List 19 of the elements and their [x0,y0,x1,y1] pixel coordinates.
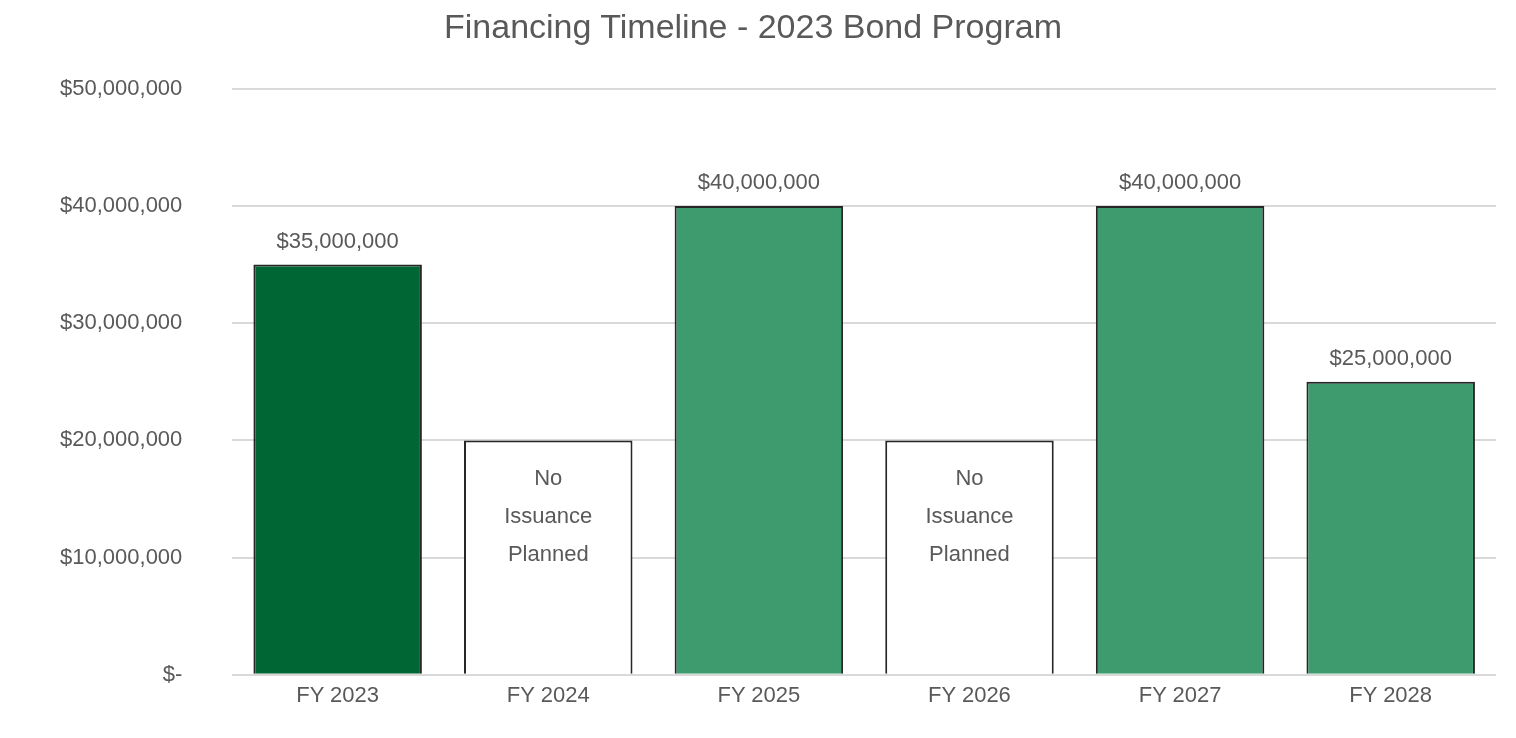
data-label: No Issuance Planned [925,465,1014,567]
x-tick-label: FY 2028 [1349,682,1433,708]
x-tick-label: FY 2024 [506,682,590,708]
y-tick-label: $50,000,000 [60,74,183,100]
data-label: $40,000,000 [1118,169,1242,195]
y-tick-label: $40,000,000 [60,192,183,218]
chart-title: Financing Timeline - 2023 Bond Program [444,6,1062,45]
x-tick-label: FY 2025 [717,682,801,708]
y-tick-label: $30,000,000 [60,309,183,335]
x-tick-label: FY 2027 [1138,682,1222,708]
y-tick-label: $20,000,000 [60,426,183,452]
y-tick-label: $10,000,000 [60,543,183,569]
data-label: $25,000,000 [1329,344,1452,370]
data-label: $40,000,000 [697,169,821,195]
data-label: No Issuance Planned [504,465,593,567]
y-tick-label: $- [162,660,183,686]
data-label: $35,000,000 [276,227,399,253]
x-tick-label: FY 2026 [928,682,1011,708]
x-tick-label: FY 2023 [296,682,380,708]
